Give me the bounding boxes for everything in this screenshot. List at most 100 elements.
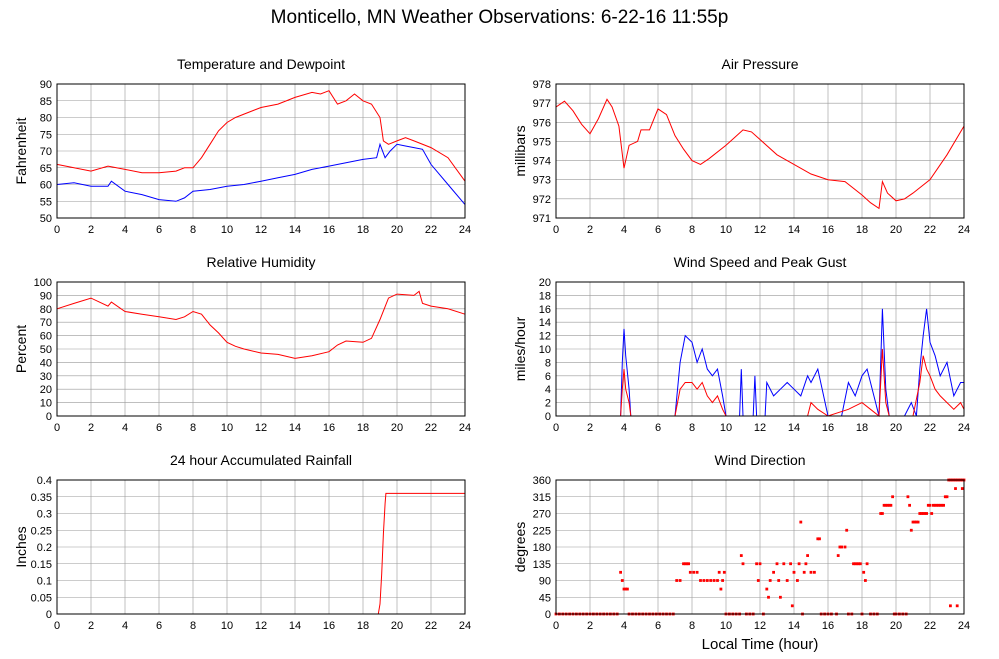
y-tick-label: 972 [533,194,551,206]
chart-title: Temperature and Dewpoint [177,56,345,72]
data-point [852,562,855,566]
data-point [755,562,758,566]
y-tick-label: 90 [40,290,52,302]
data-point [722,570,726,574]
x-tick-label: 20 [391,620,403,632]
series-line-1 [56,90,466,182]
y-axis-label: miles/hour [512,316,528,381]
y-axis-label: degrees [512,522,528,573]
data-point [622,587,626,591]
x-tick-label: 6 [655,422,661,434]
data-point [889,503,893,507]
data-point [935,503,939,507]
x-tick-label: 10 [720,620,732,632]
series-line-1 [56,290,466,359]
x-tick-label: 0 [54,620,60,632]
y-tick-label: 0.1 [37,576,52,588]
data-point [845,528,849,532]
chart-title: Relative Humidity [207,254,316,270]
x-tick-label: 8 [190,224,196,236]
data-point [932,503,935,507]
data-point [804,562,808,566]
y-tick-label: 135 [533,559,551,571]
data-point [879,512,883,515]
y-tick-label: 225 [533,525,551,537]
x-tick-label: 20 [890,224,902,236]
y-tick-label: 20 [539,277,551,289]
data-point [692,570,696,574]
y-tick-label: 75 [40,129,52,141]
x-tick-label: 0 [553,620,559,632]
x-tick-label: 16 [323,224,335,236]
data-point [933,503,937,507]
x-tick-label: 18 [357,422,369,434]
x-tick-label: 6 [156,224,162,236]
x-axis-label: Local Time (hour) [702,636,819,653]
x-tick-label: 12 [255,620,267,632]
x-tick-label: 4 [122,224,128,236]
x-tick-label: 24 [459,620,471,632]
y-tick-label: 0.15 [31,559,52,571]
y-tick-label: 270 [533,509,551,521]
data-point [938,503,942,507]
x-tick-label: 22 [425,422,437,434]
x-tick-label: 0 [553,224,559,236]
data-point [695,570,699,574]
y-tick-label: 55 [40,196,52,208]
y-tick-label: 0 [545,609,551,621]
x-tick-label: 4 [621,620,627,632]
y-tick-label: 10 [539,344,551,356]
data-point [620,579,624,582]
page-title: Monticello, MN Weather Observations: 6-2… [270,7,729,28]
chart-title: Air Pressure [721,56,798,72]
series-line-1 [57,492,465,615]
data-point [937,503,940,507]
x-tick-label: 4 [621,224,627,236]
x-tick-label: 22 [924,224,936,236]
x-tick-label: 2 [88,422,94,434]
data-point [767,595,770,599]
y-tick-label: 0.3 [37,509,52,521]
y-tick-label: 0.2 [37,542,52,554]
x-tick-label: 14 [788,422,800,434]
data-point [813,570,816,574]
data-point [838,545,842,549]
y-tick-label: 976 [533,117,551,129]
data-point [779,595,782,599]
x-tick-label: 18 [856,620,868,632]
data-point [920,512,923,515]
x-tick-label: 6 [655,224,661,236]
data-point [891,495,894,499]
data-point [954,487,957,490]
data-point [940,503,944,507]
data-point [785,579,789,582]
data-point [836,554,840,557]
data-point [802,570,806,574]
data-point [843,545,847,549]
x-tick-label: 22 [425,620,437,632]
data-point [702,579,706,582]
data-point [925,512,928,515]
x-tick-label: 24 [958,422,970,434]
x-tick-label: 0 [553,422,559,434]
data-point [709,579,713,582]
x-tick-label: 20 [890,620,902,632]
y-tick-label: 0 [545,411,551,423]
y-tick-label: 45 [539,592,551,604]
x-tick-label: 22 [924,422,936,434]
data-point [918,512,922,515]
data-point [857,562,860,566]
data-point [915,520,918,524]
x-tick-label: 18 [856,224,868,236]
x-tick-label: 12 [754,422,766,434]
data-point [741,562,745,566]
x-tick-label: 10 [221,224,233,236]
x-tick-label: 12 [754,224,766,236]
data-point [758,562,762,566]
x-tick-label: 8 [689,620,695,632]
x-tick-label: 24 [958,224,970,236]
data-point [921,512,925,515]
x-tick-label: 4 [122,620,128,632]
